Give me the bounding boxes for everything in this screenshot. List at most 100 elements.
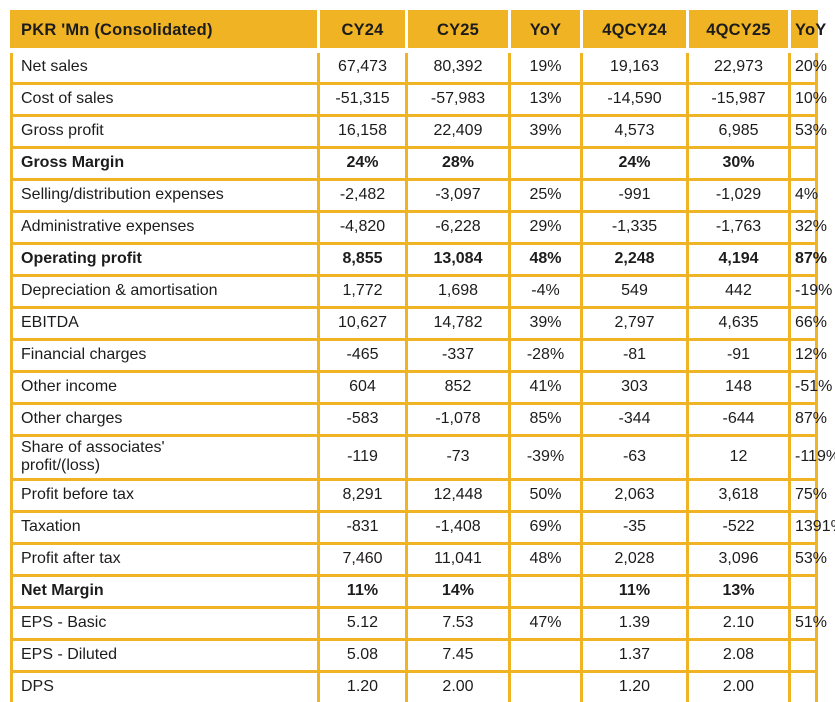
table-row: Profit after tax 7,460 11,041 48% 2,028 3,096… xyxy=(10,541,827,577)
value-cell: 8,855 xyxy=(317,242,408,277)
value-cell: -57,983 xyxy=(405,82,511,117)
value-cell: 47% xyxy=(508,605,583,641)
value-cell: 1.39 xyxy=(580,605,689,641)
value-cell: 13% xyxy=(508,82,583,117)
table-row: Share of associates' profit/(loss) -119 -7… xyxy=(10,434,835,481)
value-cell: 4,635 xyxy=(686,306,791,341)
table-row: Operating profit 8,855 13,084 48% 2,248 4,194… xyxy=(10,242,827,277)
row-label: Administrative expenses xyxy=(10,210,320,245)
value-cell: 10% xyxy=(788,82,827,117)
value-cell: 3,618 xyxy=(686,477,791,513)
row-label: Net sales xyxy=(10,49,320,85)
value-cell: 41% xyxy=(508,370,583,405)
value-cell: 7.45 xyxy=(405,637,511,673)
value-cell: -19% xyxy=(788,274,832,309)
value-cell: 11% xyxy=(317,573,408,609)
row-label: Gross Margin xyxy=(10,146,320,181)
value-cell: -337 xyxy=(405,338,511,373)
value-cell: 2,248 xyxy=(580,242,689,277)
row-label: Cost of sales xyxy=(10,82,320,117)
value-cell: 442 xyxy=(686,274,791,309)
value-cell: 25% xyxy=(508,178,583,213)
value-cell: 28% xyxy=(405,146,511,181)
column-header: CY25 xyxy=(405,11,510,53)
value-cell: -39% xyxy=(508,434,583,481)
value-cell: 51% xyxy=(788,605,827,641)
value-cell: -1,763 xyxy=(686,210,791,245)
value-cell: -2,482 xyxy=(317,178,408,213)
value-cell: 24% xyxy=(317,146,408,181)
column-header: YoY xyxy=(508,11,582,53)
value-cell: 39% xyxy=(508,114,583,149)
value-cell: -14,590 xyxy=(580,82,689,117)
value-cell: 303 xyxy=(580,370,689,405)
value-cell: 4,573 xyxy=(580,114,689,149)
value-cell: -63 xyxy=(580,434,689,481)
value-cell: -81 xyxy=(580,338,689,373)
value-cell: 20% xyxy=(788,49,827,85)
table-row: Selling/distribution expenses -2,482 -3,09… xyxy=(10,178,818,213)
table-header: PKR 'Mn (Consolidated) CY24 CY25 YoY 4QCY24 4… xyxy=(11,11,826,53)
value-cell: 67,473 xyxy=(317,49,408,85)
value-cell: 7,460 xyxy=(317,541,408,577)
column-header: 4QCY24 xyxy=(580,11,688,53)
value-cell: -51,315 xyxy=(317,82,408,117)
value-cell: 1391% xyxy=(788,509,835,545)
value-cell: -1,029 xyxy=(686,178,791,213)
value-cell: 12 xyxy=(686,434,791,481)
value-cell: 50% xyxy=(508,477,583,513)
table-row: EPS - Diluted 5.08 7.45 1.37 2.08 xyxy=(10,637,818,673)
value-cell: 66% xyxy=(788,306,827,341)
value-cell: 22,973 xyxy=(686,49,791,85)
row-label: Other income xyxy=(10,370,320,405)
value-cell: 69% xyxy=(508,509,583,545)
value-cell: 4,194 xyxy=(686,242,791,277)
value-cell: 14,782 xyxy=(405,306,511,341)
value-cell: -344 xyxy=(580,402,689,437)
value-cell: -28% xyxy=(508,338,583,373)
row-label: Selling/distribution expenses xyxy=(10,178,320,213)
row-label: Profit after tax xyxy=(10,541,320,577)
row-label: Other charges xyxy=(10,402,320,437)
value-cell: 87% xyxy=(788,402,827,437)
value-cell: 10,627 xyxy=(317,306,408,341)
value-cell: -119% xyxy=(788,434,835,481)
table-row: Other charges -583 -1,078 85% -344 -644 87% xyxy=(10,402,827,437)
value-cell: -1,335 xyxy=(580,210,689,245)
value-cell xyxy=(788,637,818,673)
value-cell: -1,408 xyxy=(405,509,511,545)
table-row: Gross profit 16,158 22,409 39% 4,573 6,985 53% xyxy=(10,114,827,149)
value-cell: 75% xyxy=(788,477,827,513)
value-cell: 29% xyxy=(508,210,583,245)
table-row: Profit before tax 8,291 12,448 50% 2,063 3,61… xyxy=(10,477,827,513)
value-cell: -465 xyxy=(317,338,408,373)
table-row: Cost of sales -51,315 -57,983 13% -14,590 -15… xyxy=(10,82,827,117)
row-label: Net Margin xyxy=(10,573,320,609)
column-header: CY24 xyxy=(317,11,407,53)
table-row: Depreciation & amortisation 1,772 1,698 -4%… xyxy=(10,274,832,309)
value-cell: -35 xyxy=(580,509,689,545)
value-cell: 48% xyxy=(508,242,583,277)
column-header: 4QCY25 xyxy=(686,11,790,53)
row-label: Operating profit xyxy=(10,242,320,277)
value-cell: -51% xyxy=(788,370,832,405)
table-row: EPS - Basic 5.12 7.53 47% 1.39 2.10 51% xyxy=(10,605,827,641)
value-cell: 852 xyxy=(405,370,511,405)
value-cell: -119 xyxy=(317,434,408,481)
value-cell: 604 xyxy=(317,370,408,405)
value-cell: 19% xyxy=(508,49,583,85)
value-cell: 87% xyxy=(788,242,827,277)
value-cell: -1,078 xyxy=(405,402,511,437)
row-label: Financial charges xyxy=(10,338,320,373)
value-cell: 53% xyxy=(788,541,827,577)
value-cell: 2,028 xyxy=(580,541,689,577)
value-cell: -991 xyxy=(580,178,689,213)
value-cell: 1,698 xyxy=(405,274,511,309)
table-row: Gross Margin 24% 28% 24% 30% xyxy=(10,146,818,181)
table-row: Administrative expenses -4,820 -6,228 29% -1… xyxy=(10,210,827,245)
table-row: Net Margin 11% 14% 11% 13% xyxy=(10,573,818,609)
table-title-header: PKR 'Mn (Consolidated) xyxy=(11,11,319,53)
value-cell: 53% xyxy=(788,114,827,149)
